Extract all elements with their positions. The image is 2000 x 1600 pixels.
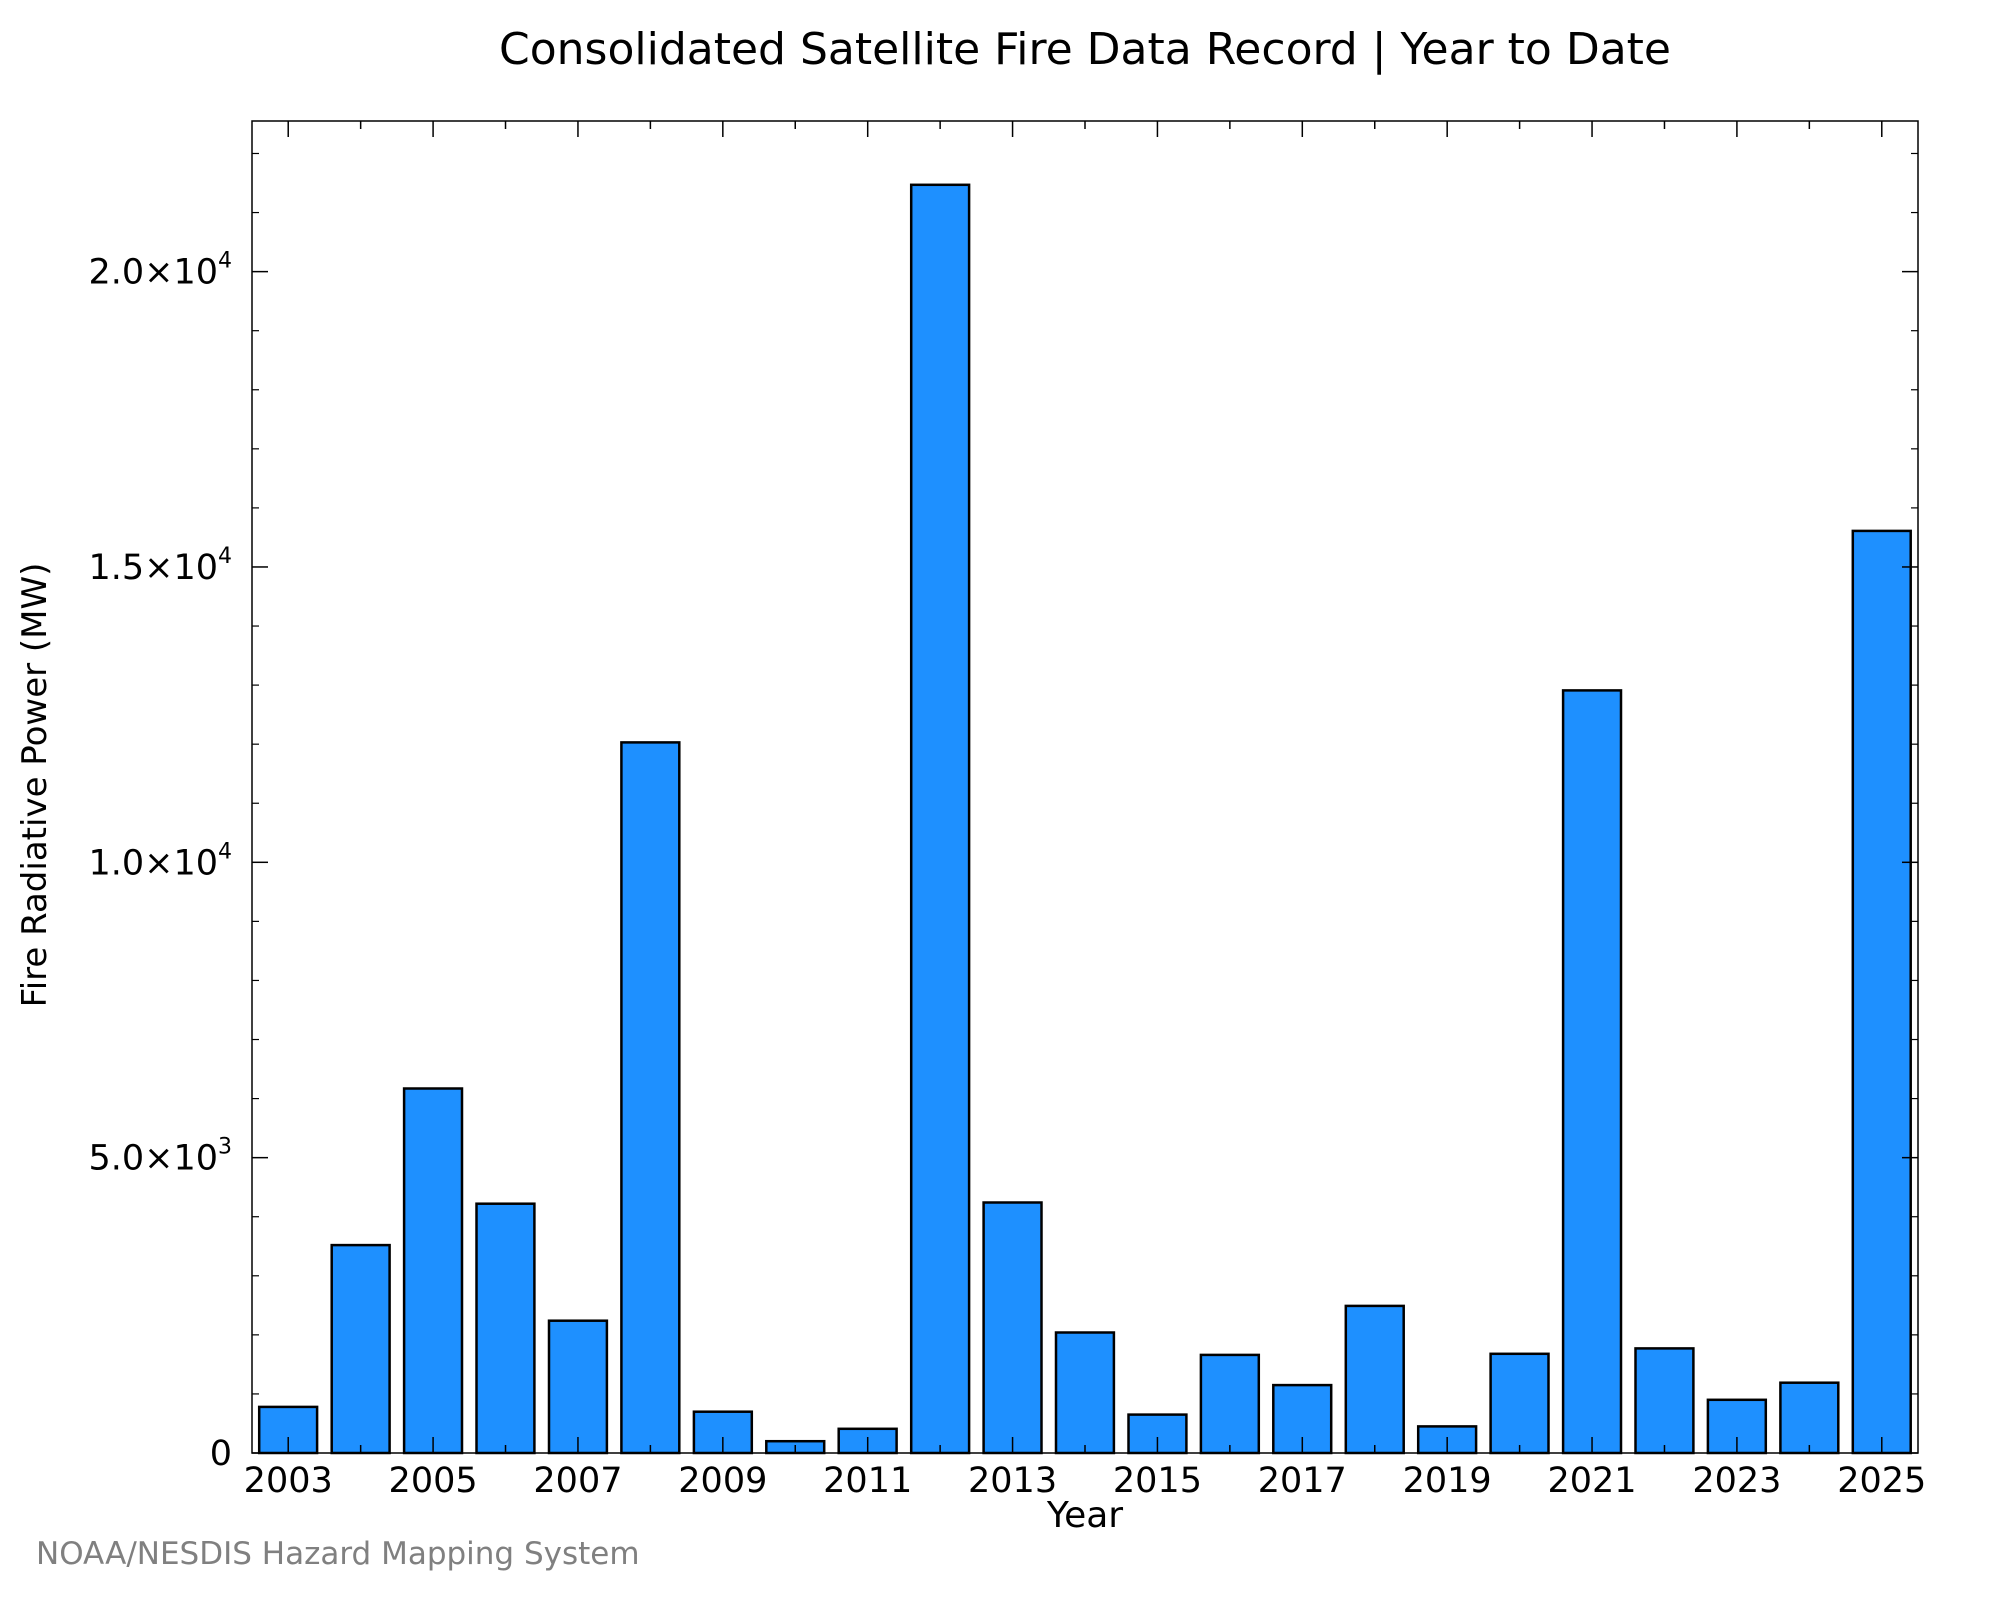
y-tick-label-10000: 1.0×104: [88, 839, 232, 883]
bar-2013: [982, 1201, 1043, 1455]
bar-2021: [1561, 689, 1623, 1455]
bar-2006: [475, 1202, 536, 1455]
x-tick-label-2013: 2013: [968, 1461, 1057, 1501]
y-tick-label-15000: 1.5×104: [88, 544, 232, 588]
bar-2024: [1779, 1381, 1840, 1455]
x-tick-label-2007: 2007: [533, 1461, 622, 1501]
x-tick-label-2011: 2011: [823, 1461, 912, 1501]
y-axis-label: Fire Radiative Power (MW): [15, 563, 55, 1008]
bar-2008: [620, 741, 681, 1455]
bar-2025: [1851, 529, 1912, 1455]
bar-2014: [1054, 1331, 1116, 1455]
x-tick-label-2025: 2025: [1837, 1461, 1926, 1501]
y-tick-label-5000: 5.0×103: [88, 1135, 232, 1179]
x-tick-label-2015: 2015: [1113, 1461, 1202, 1501]
x-tick-label-2017: 2017: [1258, 1461, 1347, 1501]
bar-2016: [1199, 1353, 1261, 1455]
plot-area-frame: [251, 120, 1919, 1454]
bar-2012: [909, 183, 971, 1455]
source-credit: NOAA/NESDIS Hazard Mapping System: [36, 1536, 640, 1572]
ticks-group: [252, 121, 1918, 1454]
x-tick-label-2021: 2021: [1548, 1461, 1637, 1501]
bar-2005: [402, 1087, 464, 1455]
y-tick-label-20000: 2.0×104: [88, 249, 232, 293]
bar-2018: [1344, 1304, 1405, 1455]
x-tick-label-2023: 2023: [1692, 1461, 1781, 1501]
bar-2020: [1489, 1352, 1550, 1455]
x-tick-label-2009: 2009: [678, 1461, 767, 1501]
bars-group: [257, 183, 1912, 1455]
y-tick-label-0: 0: [210, 1434, 232, 1474]
x-tick-label-2003: 2003: [244, 1461, 333, 1501]
x-axis-label: Year: [1046, 1495, 1123, 1536]
bar-2022: [1634, 1347, 1695, 1455]
x-tick-label-2019: 2019: [1403, 1461, 1492, 1501]
bar-2007: [547, 1319, 609, 1455]
chart-title: Consolidated Satellite Fire Data Record …: [499, 24, 1671, 75]
tick-labels-group: 2003 2005 2007 2009 2011 2013 2015 2017 2019 2021…: [88, 249, 1926, 1501]
x-tick-label-2005: 2005: [389, 1461, 478, 1501]
bar-2004: [330, 1243, 391, 1455]
